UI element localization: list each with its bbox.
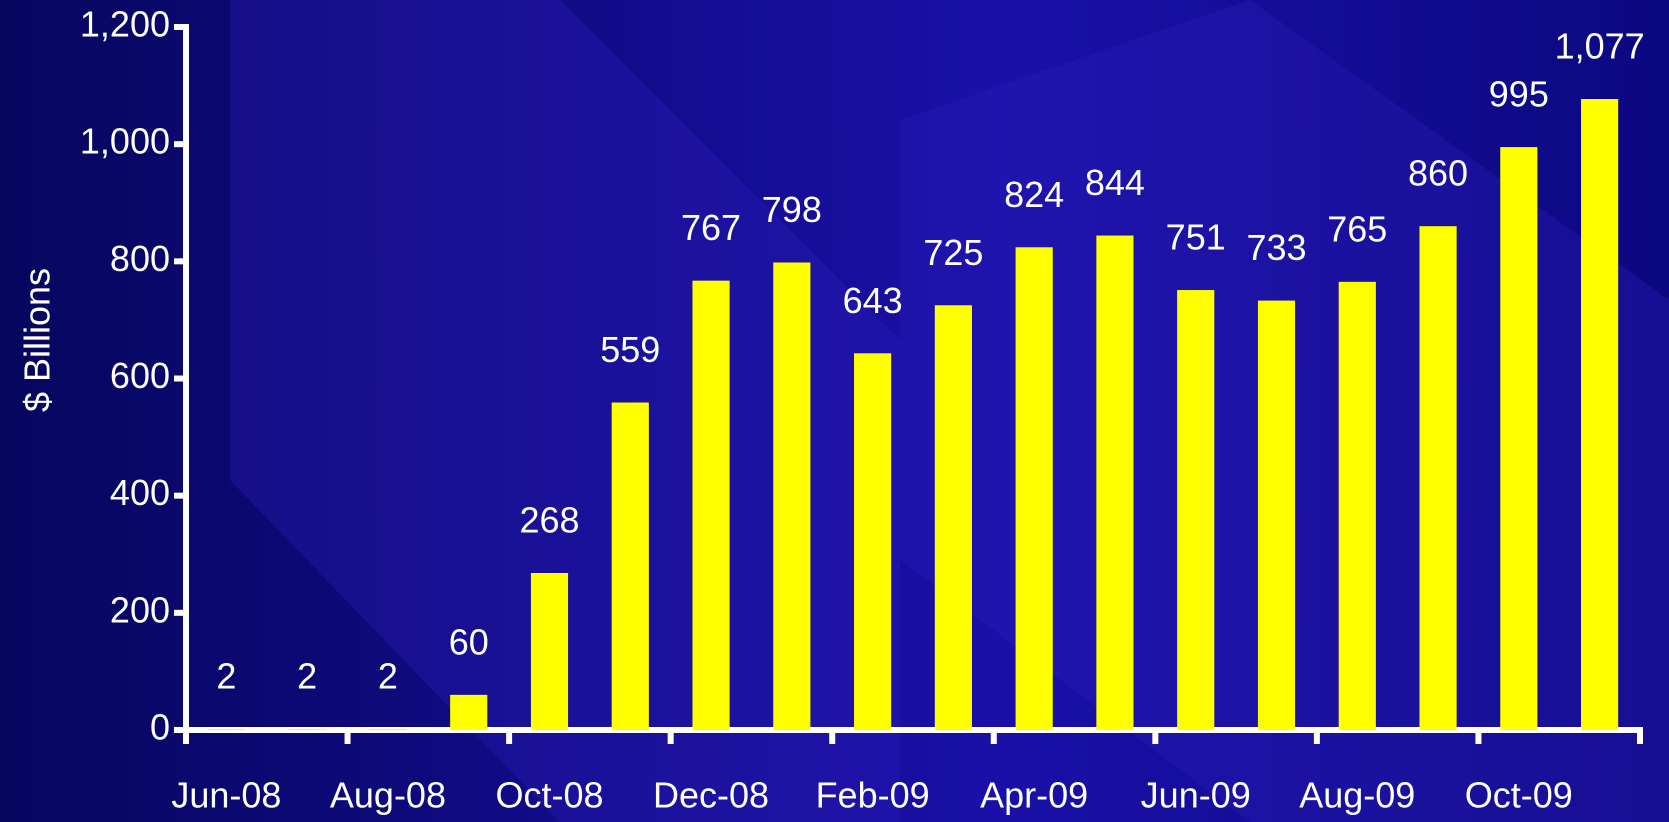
data-label: 751: [1166, 217, 1226, 258]
bar: [1258, 301, 1295, 730]
bar: [612, 403, 649, 730]
data-label: 559: [600, 329, 660, 370]
y-tick-label: 1,000: [80, 121, 170, 162]
bar: [1339, 282, 1376, 730]
bar: [1581, 99, 1618, 730]
bar: [208, 729, 245, 730]
x-tick-label: Jun-09: [1141, 775, 1251, 816]
bar: [773, 263, 810, 730]
page: $ Billions 0 200 400 600 800 1,000 1,200 Jun-08…: [0, 0, 1669, 822]
bar: [935, 305, 972, 730]
y-tick-label: 800: [110, 238, 170, 279]
x-tick-label: Aug-09: [1299, 775, 1415, 816]
data-label: 268: [519, 500, 579, 541]
bar: [369, 729, 406, 730]
x-tick-label: Feb-09: [816, 775, 930, 816]
data-label: 995: [1489, 74, 1549, 115]
data-label: 1,077: [1555, 26, 1645, 67]
bar: [692, 281, 729, 730]
y-tick-label: 600: [110, 355, 170, 396]
data-label: 2: [216, 655, 236, 696]
y-tick-label: 1,200: [80, 4, 170, 45]
x-tick-label: Jun-08: [171, 775, 281, 816]
data-label: 2: [378, 655, 398, 696]
y-tick-label: 400: [110, 472, 170, 513]
y-tick-label: 200: [110, 589, 170, 630]
chart: $ Billions 0 200 400 600 800 1,000 1,200 Jun-08…: [0, 0, 1669, 822]
bar: [531, 573, 568, 730]
x-tick-label: Apr-09: [980, 775, 1088, 816]
data-label: 767: [681, 207, 741, 248]
data-label: 798: [762, 189, 822, 230]
bar: [1096, 236, 1133, 730]
data-label: 733: [1246, 227, 1306, 268]
bar: [1177, 290, 1214, 730]
data-label: 824: [1004, 174, 1064, 215]
data-label: 60: [449, 621, 489, 662]
bar: [1016, 247, 1053, 730]
x-tick-label: Dec-08: [653, 775, 769, 816]
bar: [289, 729, 326, 730]
y-tick-label: 0: [150, 707, 170, 748]
data-label: 860: [1408, 153, 1468, 194]
bar: [450, 695, 487, 730]
data-label: 765: [1327, 208, 1387, 249]
bar: [1500, 147, 1537, 730]
y-axis-title: $ Billions: [17, 268, 58, 412]
bar: [854, 353, 891, 730]
bar: [1419, 226, 1456, 730]
data-label: 844: [1085, 162, 1145, 203]
x-tick-label: Oct-08: [495, 775, 603, 816]
x-tick-label: Oct-09: [1465, 775, 1573, 816]
data-label: 725: [923, 232, 983, 273]
x-tick-label: Aug-08: [330, 775, 446, 816]
data-label: 643: [843, 280, 903, 321]
data-label: 2: [297, 655, 317, 696]
